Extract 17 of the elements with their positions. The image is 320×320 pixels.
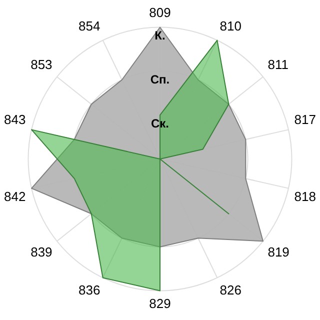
spoke-label: 818 xyxy=(294,189,316,204)
spoke-label: 829 xyxy=(149,296,171,312)
spoke-label: 854 xyxy=(78,18,100,34)
spoke-label: 843 xyxy=(4,112,26,128)
spoke-label: 836 xyxy=(78,282,100,298)
spoke-label: 853 xyxy=(30,56,52,72)
spoke-label: 819 xyxy=(268,244,290,260)
spoke-label: 817 xyxy=(294,112,316,128)
spoke-label: 809 xyxy=(149,5,171,20)
y-tick-label: Ск. xyxy=(150,116,170,130)
spoke-label: 826 xyxy=(220,282,242,298)
spoke-label: 839 xyxy=(30,244,52,260)
y-tick-label: К. xyxy=(154,28,166,43)
spoke-label: 810 xyxy=(220,18,242,34)
y-tick-label: Сп. xyxy=(150,72,170,86)
spoke-label: 811 xyxy=(268,56,288,72)
spoke-label: 842 xyxy=(4,189,26,204)
